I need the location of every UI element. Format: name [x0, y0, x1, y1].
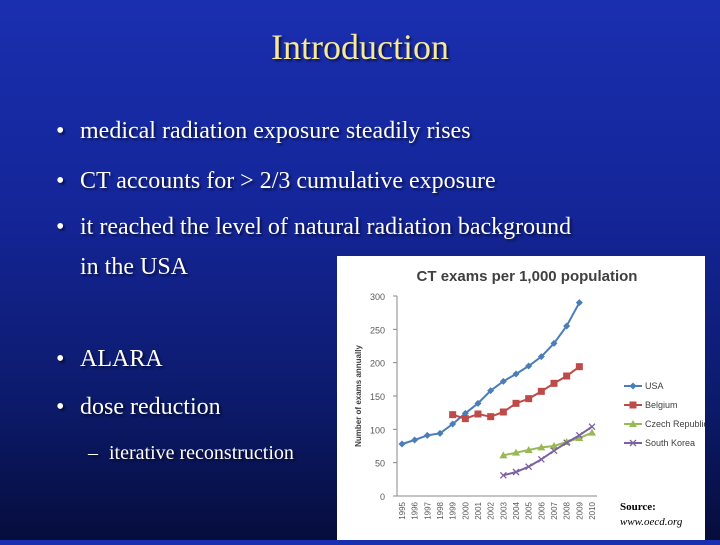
data-point [474, 399, 482, 407]
data-point [550, 339, 558, 347]
bullet-symbol: • [56, 118, 65, 144]
x-tick-label: 2009 [575, 501, 584, 519]
data-point [499, 377, 507, 385]
legend-label: USA [645, 381, 664, 391]
x-tick-label: 2002 [487, 501, 496, 519]
bullet-symbol: • [56, 394, 65, 420]
bullet-text: CT accounts for > 2/3 cumulative exposur… [80, 168, 496, 194]
data-point [563, 372, 571, 380]
x-tick-label: 2003 [499, 501, 508, 519]
x-tick-label: 1996 [411, 501, 420, 519]
x-tick-label: 2004 [512, 501, 521, 519]
data-point [537, 443, 546, 451]
legend-label: Czech Republic [645, 419, 705, 429]
data-point [629, 420, 637, 427]
data-point [398, 440, 406, 448]
bullet-text: dose reduction [80, 394, 221, 420]
y-tick-label: 50 [375, 459, 385, 469]
data-point [449, 411, 457, 419]
data-point [525, 395, 533, 403]
data-point [550, 447, 558, 455]
x-tick-label: 2007 [550, 501, 559, 519]
data-point [499, 471, 507, 479]
legend-label: Belgium [645, 400, 678, 410]
data-point [629, 382, 637, 390]
data-point [629, 401, 637, 409]
data-point [537, 353, 545, 361]
data-point [487, 387, 495, 395]
y-tick-label: 150 [370, 392, 385, 402]
data-point [575, 431, 583, 439]
data-point [512, 448, 520, 456]
y-axis-label: Number of exams annually [354, 345, 363, 447]
data-point [461, 415, 469, 423]
x-tick-label: 1997 [423, 501, 432, 519]
data-point [512, 468, 520, 476]
data-point [588, 428, 596, 436]
data-point [550, 379, 558, 387]
x-tick-label: 2006 [537, 501, 546, 519]
data-point [550, 442, 558, 449]
x-tick-label: 2010 [588, 501, 597, 519]
x-tick-label: 2000 [461, 501, 470, 519]
bullet-symbol: • [56, 346, 65, 372]
source-note: Source: www.oecd.org [620, 500, 712, 530]
x-tick-label: 1998 [436, 501, 445, 519]
data-point [499, 451, 508, 459]
data-point [512, 399, 520, 407]
data-point [537, 455, 545, 463]
data-point [474, 410, 482, 418]
bullet-symbol: • [56, 168, 65, 194]
legend-label: South Korea [645, 438, 695, 448]
data-point [524, 446, 533, 453]
x-tick-label: 2001 [474, 501, 483, 519]
chart-title: CT exams per 1,000 population [417, 268, 638, 285]
slide-title: Introduction [271, 27, 449, 67]
data-point [588, 423, 596, 431]
bullet-symbol: • [56, 214, 65, 240]
bullet-text: it reached the level of natural radiatio… [80, 214, 572, 240]
y-tick-label: 0 [380, 492, 385, 502]
data-point [575, 434, 584, 441]
data-point [525, 362, 533, 370]
source-label: Source: [620, 501, 656, 513]
y-tick-label: 250 [370, 325, 385, 335]
y-tick-label: 300 [370, 292, 385, 302]
x-tick-label: 2008 [563, 501, 572, 519]
bullet-text: ALARA [80, 346, 163, 372]
data-point [487, 413, 495, 421]
data-point [563, 322, 571, 330]
chart-panel: CT exams per 1,000 population 0 50 100 150 20… [337, 256, 709, 540]
x-tick-label: 1999 [449, 501, 458, 519]
data-point [563, 439, 571, 447]
sub-bullet-text: iterative reconstruction [109, 442, 294, 464]
data-point [629, 439, 637, 447]
data-point [436, 429, 444, 437]
data-point [449, 420, 457, 428]
data-point [461, 409, 469, 417]
data-point [512, 370, 520, 378]
sub-bullet-symbol: – [88, 442, 98, 464]
data-point [575, 299, 583, 307]
y-tick-label: 200 [370, 359, 385, 369]
sub-bullet-item: – iterative reconstruction [88, 442, 294, 465]
data-point [537, 387, 545, 395]
ct-exams-chart: CT exams per 1,000 population 0 50 100 150 20… [354, 268, 709, 520]
data-point [499, 408, 507, 416]
data-point [575, 363, 583, 371]
data-point [411, 436, 419, 444]
bullet-text: in the USA [80, 254, 188, 280]
series-line-usa [401, 302, 581, 445]
x-tick-label: 2005 [525, 501, 534, 519]
bullet-text: medical radiation exposure steadily rise… [80, 118, 471, 144]
data-point [525, 463, 533, 471]
source-url: www.oecd.org [620, 516, 683, 528]
y-tick-label: 100 [370, 425, 385, 435]
x-tick-label: 1995 [398, 501, 407, 519]
data-point [423, 431, 431, 439]
